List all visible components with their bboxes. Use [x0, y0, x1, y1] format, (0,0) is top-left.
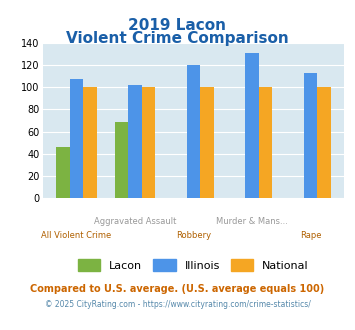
Text: Aggravated Assault: Aggravated Assault	[94, 217, 176, 226]
Bar	[259, 87, 272, 198]
Bar	[70, 80, 83, 198]
Text: © 2025 CityRating.com - https://www.cityrating.com/crime-statistics/: © 2025 CityRating.com - https://www.city…	[45, 300, 310, 309]
Text: Compared to U.S. average. (U.S. average equals 100): Compared to U.S. average. (U.S. average …	[31, 284, 324, 294]
Text: Rape: Rape	[300, 231, 321, 240]
Bar	[187, 65, 200, 198]
Text: All Violent Crime: All Violent Crime	[42, 231, 111, 240]
Bar	[200, 87, 214, 198]
Text: Murder & Mans...: Murder & Mans...	[216, 217, 288, 226]
Bar	[128, 85, 142, 198]
Bar	[115, 121, 128, 198]
Bar	[83, 87, 97, 198]
Text: Robbery: Robbery	[176, 231, 211, 240]
Bar	[317, 87, 331, 198]
Text: 2019 Lacon: 2019 Lacon	[129, 18, 226, 33]
Bar	[56, 147, 70, 198]
Bar	[245, 53, 259, 198]
Bar	[304, 73, 317, 198]
Text: Violent Crime Comparison: Violent Crime Comparison	[66, 31, 289, 46]
Legend: Lacon, Illinois, National: Lacon, Illinois, National	[74, 255, 313, 275]
Bar	[142, 87, 155, 198]
